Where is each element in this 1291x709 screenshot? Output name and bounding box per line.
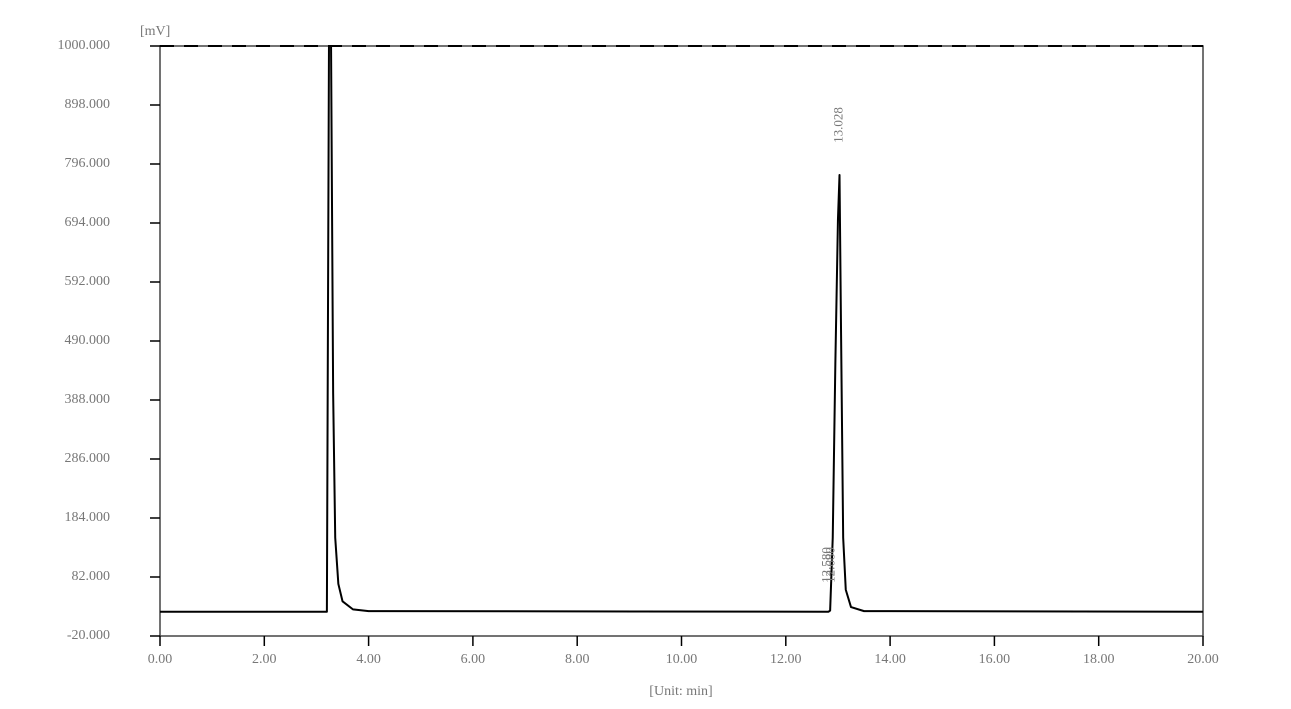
y-tick-label: 82.000 xyxy=(72,569,111,584)
y-axis-label: [mV] xyxy=(140,24,170,39)
x-tick-label: 4.00 xyxy=(356,652,381,667)
y-tick-label: 898.000 xyxy=(65,97,111,112)
y-tick-label: 490.000 xyxy=(65,333,111,348)
y-tick-label: -20.000 xyxy=(67,628,110,643)
x-tick-label: 14.00 xyxy=(874,652,906,667)
x-tick-label: 0.00 xyxy=(148,652,173,667)
x-tick-label: 2.00 xyxy=(252,652,277,667)
peak-label: 12.580 xyxy=(819,547,834,583)
x-tick-label: 20.00 xyxy=(1187,652,1219,667)
signal-line xyxy=(160,45,1204,613)
y-tick-label: 694.000 xyxy=(65,215,111,230)
y-tick-label: 592.000 xyxy=(65,274,111,289)
peak-label: 12.680 xyxy=(823,547,838,583)
x-tick-label: 10.00 xyxy=(666,652,698,667)
x-tick-label: 8.00 xyxy=(565,652,590,667)
y-tick-label: 388.000 xyxy=(65,392,111,407)
y-tick-label: 184.000 xyxy=(65,510,111,525)
x-tick-label: 6.00 xyxy=(461,652,486,667)
x-tick-label: 16.00 xyxy=(979,652,1011,667)
x-tick-label: 12.00 xyxy=(770,652,802,667)
y-tick-label: 286.000 xyxy=(65,451,111,466)
x-tick-label: 18.00 xyxy=(1083,652,1115,667)
y-tick-label: 796.000 xyxy=(65,156,111,171)
x-axis-label: [Unit: min] xyxy=(649,684,712,699)
peak-label: 13.028 xyxy=(830,107,845,143)
plot-frame xyxy=(159,45,1204,637)
y-tick-label: 1000.000 xyxy=(58,38,111,53)
